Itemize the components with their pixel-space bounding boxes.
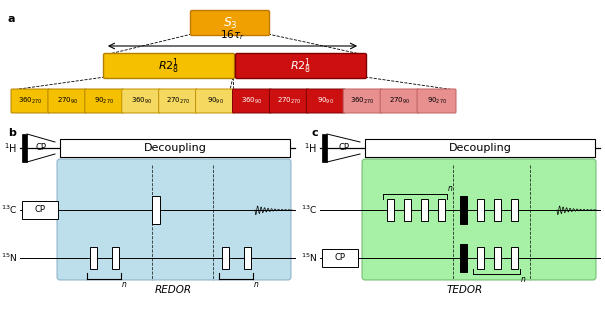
Text: $360_{90}$: $360_{90}$ bbox=[131, 96, 152, 106]
Text: $S_3$: $S_3$ bbox=[223, 16, 237, 31]
Text: $360_{90}$: $360_{90}$ bbox=[241, 96, 263, 106]
Bar bbox=[494, 247, 500, 269]
Text: c: c bbox=[312, 128, 319, 138]
Text: REDOR: REDOR bbox=[154, 285, 192, 295]
Text: n: n bbox=[122, 280, 127, 289]
Bar bbox=[322, 134, 327, 162]
Text: $R2_8^1$: $R2_8^1$ bbox=[290, 56, 312, 76]
Text: n: n bbox=[448, 184, 453, 193]
Bar bbox=[511, 247, 517, 269]
FancyBboxPatch shape bbox=[232, 89, 272, 113]
Bar bbox=[111, 247, 119, 269]
Text: $^{13}$C: $^{13}$C bbox=[301, 204, 317, 216]
Text: $90_{90}$: $90_{90}$ bbox=[206, 96, 223, 106]
Text: $270_{90}$: $270_{90}$ bbox=[57, 96, 78, 106]
FancyBboxPatch shape bbox=[235, 54, 367, 78]
Bar bbox=[477, 247, 483, 269]
Text: $360_{270}$: $360_{270}$ bbox=[350, 96, 375, 106]
Bar bbox=[152, 196, 160, 224]
Bar bbox=[322, 249, 358, 267]
FancyBboxPatch shape bbox=[48, 89, 87, 113]
FancyBboxPatch shape bbox=[417, 89, 456, 113]
Text: CP: CP bbox=[335, 254, 345, 263]
Bar bbox=[437, 199, 445, 221]
FancyBboxPatch shape bbox=[269, 89, 309, 113]
Bar bbox=[387, 199, 393, 221]
FancyBboxPatch shape bbox=[191, 11, 269, 36]
Bar bbox=[90, 247, 97, 269]
Bar bbox=[22, 201, 58, 219]
Text: $270_{270}$: $270_{270}$ bbox=[166, 96, 191, 106]
Text: $^{15}$N: $^{15}$N bbox=[1, 252, 17, 264]
FancyBboxPatch shape bbox=[306, 89, 345, 113]
Text: $270_{270}$: $270_{270}$ bbox=[276, 96, 301, 106]
Text: n: n bbox=[521, 275, 526, 284]
Bar bbox=[404, 199, 411, 221]
Bar bbox=[22, 134, 27, 162]
Text: $^1$H: $^1$H bbox=[304, 141, 317, 155]
Bar bbox=[420, 199, 428, 221]
Bar bbox=[460, 196, 466, 224]
Bar bbox=[511, 199, 517, 221]
Bar bbox=[494, 199, 500, 221]
Text: $270_{90}$: $270_{90}$ bbox=[389, 96, 410, 106]
FancyBboxPatch shape bbox=[159, 89, 198, 113]
Text: $16\tau_r$: $16\tau_r$ bbox=[220, 28, 245, 42]
FancyBboxPatch shape bbox=[343, 89, 382, 113]
Text: $^{13}$C: $^{13}$C bbox=[1, 204, 17, 216]
Text: TEDOR: TEDOR bbox=[447, 285, 483, 295]
Bar bbox=[365, 139, 595, 157]
Bar bbox=[221, 247, 229, 269]
Text: CP: CP bbox=[339, 144, 350, 153]
Text: $R2_8^1$: $R2_8^1$ bbox=[159, 56, 180, 76]
Bar bbox=[460, 244, 466, 272]
Text: $90_{270}$: $90_{270}$ bbox=[427, 96, 446, 106]
Text: Decoupling: Decoupling bbox=[143, 143, 206, 153]
Text: a: a bbox=[8, 14, 16, 24]
Text: CP: CP bbox=[36, 144, 47, 153]
Bar bbox=[243, 247, 250, 269]
FancyBboxPatch shape bbox=[195, 89, 235, 113]
FancyBboxPatch shape bbox=[380, 89, 419, 113]
Text: b: b bbox=[8, 128, 16, 138]
FancyBboxPatch shape bbox=[122, 89, 161, 113]
Text: $^1$H: $^1$H bbox=[4, 141, 17, 155]
Text: $360_{270}$: $360_{270}$ bbox=[18, 96, 43, 106]
Text: $90_{90}$: $90_{90}$ bbox=[317, 96, 334, 106]
FancyBboxPatch shape bbox=[85, 89, 124, 113]
FancyBboxPatch shape bbox=[103, 54, 235, 78]
Text: $^{15}$N: $^{15}$N bbox=[301, 252, 317, 264]
FancyBboxPatch shape bbox=[362, 159, 596, 280]
Text: CP: CP bbox=[34, 206, 45, 215]
Text: Decoupling: Decoupling bbox=[448, 143, 511, 153]
FancyBboxPatch shape bbox=[11, 89, 50, 113]
Text: n: n bbox=[254, 280, 259, 289]
FancyBboxPatch shape bbox=[57, 159, 291, 280]
Bar bbox=[477, 199, 483, 221]
Text: $90_{270}$: $90_{270}$ bbox=[94, 96, 114, 106]
Bar bbox=[60, 139, 290, 157]
